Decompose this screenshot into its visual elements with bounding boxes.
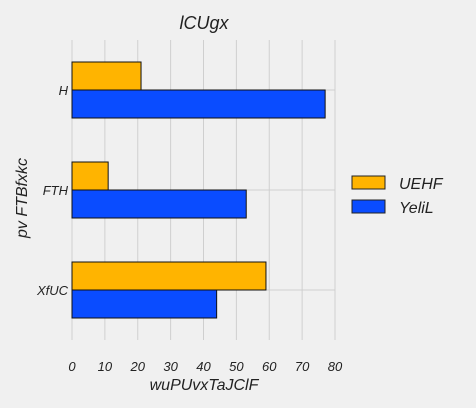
- bar-uehf-xfuc: [71, 261, 267, 291]
- legend: UEHF YeliL: [351, 175, 444, 217]
- bar-uehf-fth: [71, 161, 109, 191]
- x-tick-label: 50: [229, 359, 244, 374]
- bar-yelil-fth: [71, 189, 247, 219]
- bar-yelil-xfuc: [71, 289, 218, 319]
- y-ticks: H FTH XfUC: [36, 83, 69, 298]
- chart-title: lCUgx: [179, 13, 229, 33]
- x-tick-label: 70: [295, 359, 310, 374]
- bars: [71, 61, 326, 319]
- x-axis-label: wuPUvxTaJClF: [150, 377, 260, 394]
- y-axis-label: pv FTBfxkc: [14, 158, 31, 239]
- x-ticks: 0 10 20 30 40 50 60 70 80: [68, 359, 343, 374]
- y-tick-label: FTH: [43, 183, 69, 198]
- bar-uehf-h: [71, 61, 142, 91]
- legend-label-uehf: UEHF: [399, 176, 444, 193]
- x-tick-label: 40: [196, 359, 211, 374]
- x-tick-label: 60: [262, 359, 277, 374]
- y-tick-label: H: [59, 83, 69, 98]
- x-tick-label: 30: [163, 359, 178, 374]
- legend-swatch-yelil: [351, 199, 386, 214]
- y-tick-label: XfUC: [36, 283, 69, 298]
- x-tick-label: 10: [98, 359, 113, 374]
- x-tick-label: 80: [328, 359, 343, 374]
- bar-yelil-h: [71, 89, 326, 119]
- legend-swatch-uehf: [351, 175, 386, 190]
- x-tick-label: 20: [130, 359, 146, 374]
- legend-label-yelil: YeliL: [399, 200, 434, 217]
- x-tick-label: 0: [68, 359, 76, 374]
